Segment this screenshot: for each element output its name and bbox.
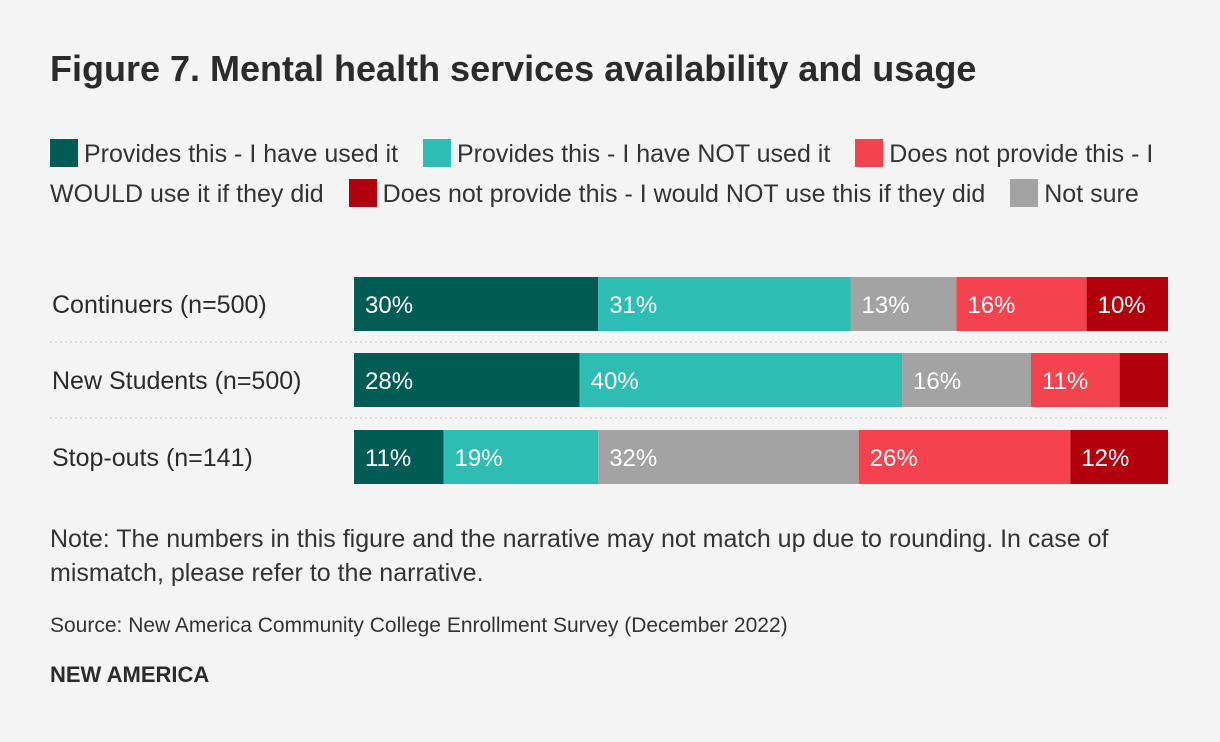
chart-title: Figure 7. Mental health services availab… xyxy=(50,48,977,89)
legend-swatch-would-use xyxy=(855,139,884,167)
legend-item-not-sure: Not sure xyxy=(1010,179,1139,208)
bar-stop-outs-n-141-would-not-use xyxy=(1070,430,1168,484)
data-label-continuers-n-500-would-use: 16% xyxy=(967,292,1015,319)
bar-continuers-n-500-not-used xyxy=(598,277,851,331)
legend-item-would-not-use: Does not provide this - I would NOT use … xyxy=(348,179,986,208)
legend-item-would-use: Does not provide this - I WOULD use it i… xyxy=(50,139,1154,208)
data-label-stop-outs-n-141-would-use: 26% xyxy=(870,445,918,472)
bar-new-students-n-500-would-use xyxy=(1030,353,1120,407)
chart-note: Note: The numbers in this figure and the… xyxy=(50,525,1109,587)
data-label-new-students-n-500-would-use: 11% xyxy=(1042,368,1088,395)
data-label-continuers-n-500-not-sure: 13% xyxy=(862,292,910,319)
category-label-new-students-n-500: New Students (n=500) xyxy=(52,367,301,395)
bar-stop-outs-n-141-not-sure xyxy=(598,430,859,484)
data-label-continuers-n-500-would-not-use: 10% xyxy=(1098,292,1146,319)
legend-label-not-used: Provides this - I have NOT used it xyxy=(457,140,831,168)
category-label-continuers-n-500: Continuers (n=500) xyxy=(52,291,267,319)
bar-continuers-n-500-would-use xyxy=(956,277,1087,331)
bar-new-students-n-500-not-used xyxy=(579,353,903,407)
legend-label-would-use: Does not provide this - I WOULD use it i… xyxy=(50,140,1154,208)
legend-label-not-sure: Not sure xyxy=(1044,180,1139,208)
bar-stop-outs-n-141-used xyxy=(354,430,444,484)
data-label-stop-outs-n-141-not-sure: 32% xyxy=(609,445,657,472)
data-label-new-students-n-500-not-sure: 16% xyxy=(913,368,961,395)
brand-logo-text: NEW AMERICA xyxy=(50,662,210,687)
category-label-stop-outs-n-141: Stop-outs (n=141) xyxy=(52,444,253,472)
legend-swatch-not-sure xyxy=(1010,179,1039,207)
bar-continuers-n-500-not-sure xyxy=(850,277,957,331)
legend-swatch-not-used xyxy=(423,139,451,167)
legend-label-would-not-use: Does not provide this - I would NOT use … xyxy=(382,180,986,208)
chart-source: Source: New America Community College En… xyxy=(50,614,788,637)
data-label-new-students-n-500-not-used: 40% xyxy=(591,368,639,395)
legend-swatch-would-not-use xyxy=(348,179,377,207)
bar-new-students-n-500-not-sure xyxy=(902,353,1031,407)
bar-stop-outs-n-141-not-used xyxy=(443,430,599,484)
legend-item-used: Provides this - I have used it xyxy=(50,139,399,168)
data-label-stop-outs-n-141-used: 11% xyxy=(365,445,411,472)
legend-swatch-used xyxy=(50,139,78,167)
data-label-new-students-n-500-used: 28% xyxy=(365,368,413,395)
legend-item-not-used: Provides this - I have NOT used it xyxy=(423,139,831,168)
legend: Provides this - I have used it Provides … xyxy=(50,134,1180,214)
data-label-stop-outs-n-141-would-not-use: 12% xyxy=(1081,445,1129,472)
bar-continuers-n-500-would-not-use xyxy=(1086,277,1168,331)
data-label-continuers-n-500-not-used: 31% xyxy=(609,292,657,319)
bar-new-students-n-500-used xyxy=(354,353,580,407)
bar-new-students-n-500-would-not-use xyxy=(1119,353,1168,407)
data-label-stop-outs-n-141-not-used: 19% xyxy=(455,445,503,472)
data-label-continuers-n-500-used: 30% xyxy=(365,292,413,319)
legend-label-used: Provides this - I have used it xyxy=(84,140,399,168)
bar-continuers-n-500-used xyxy=(354,277,599,331)
bar-stop-outs-n-141-would-use xyxy=(858,430,1071,484)
